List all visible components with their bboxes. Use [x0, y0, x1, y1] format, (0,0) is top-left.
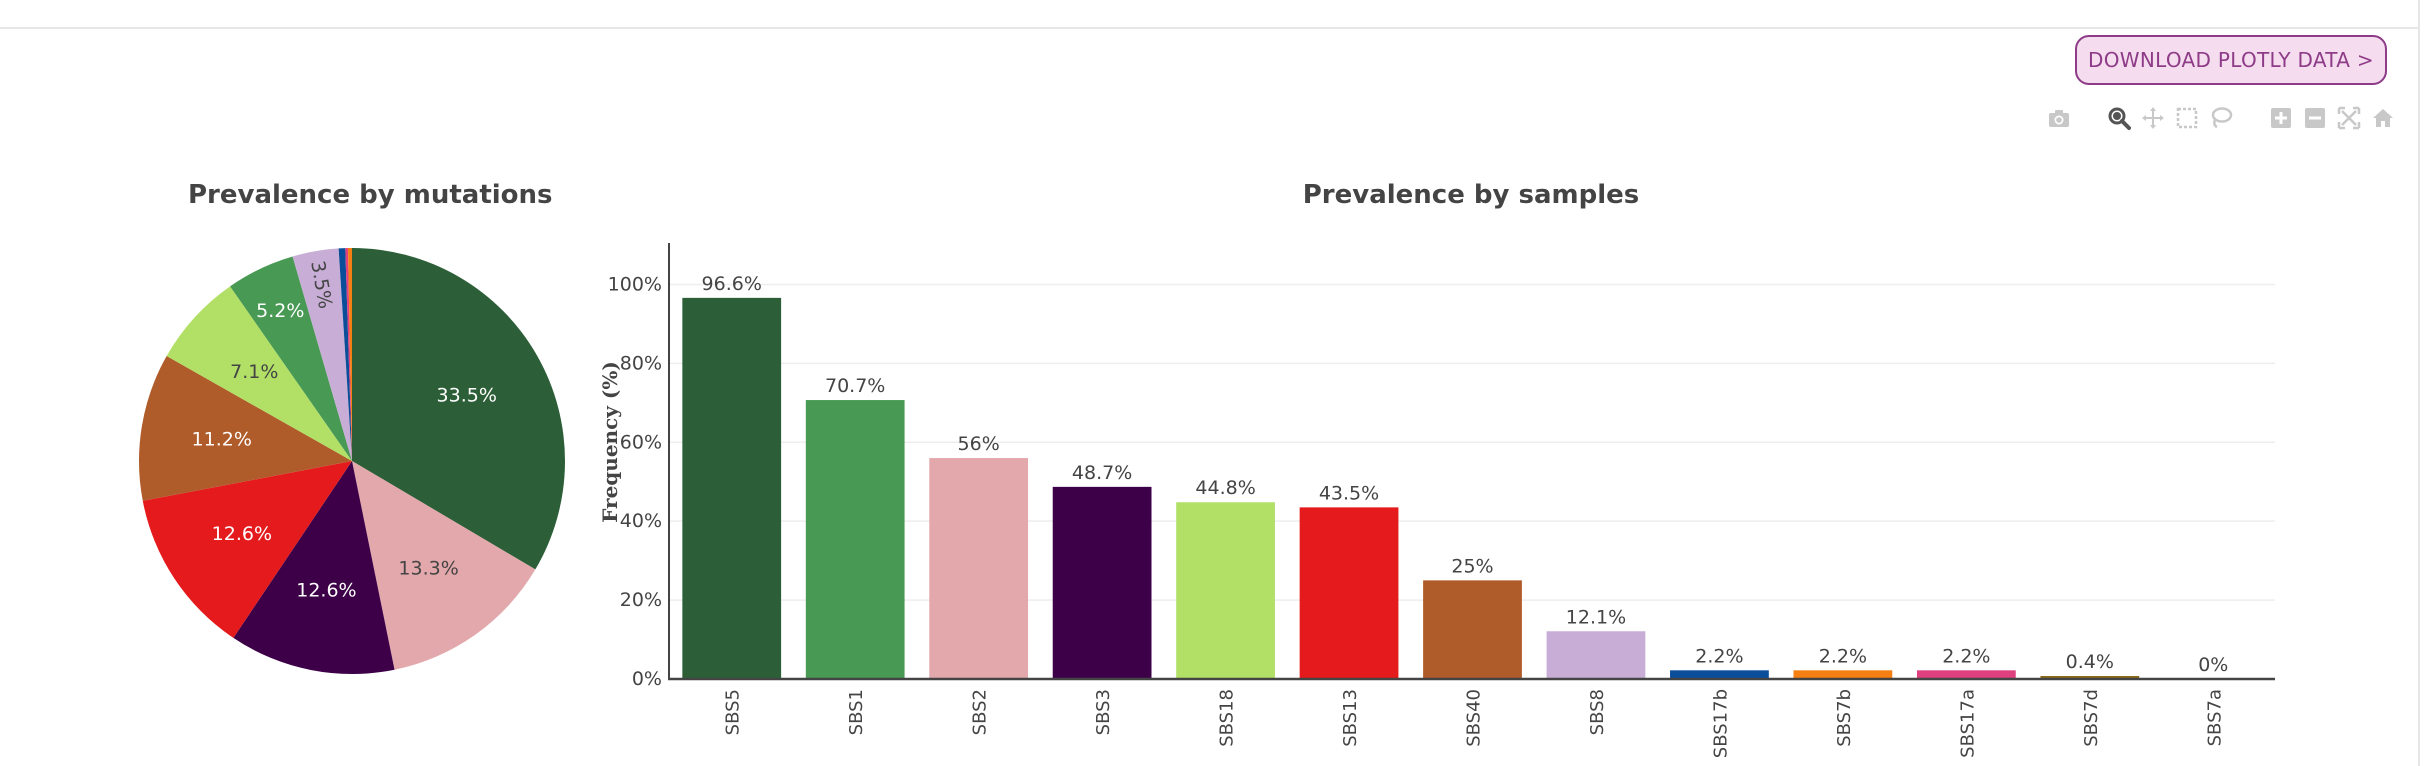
x-tick-label: SBS17a [1957, 689, 1978, 758]
bar-value-label: 25% [1451, 555, 1493, 577]
bar-sbs17b[interactable] [1670, 670, 1769, 679]
x-tick-label: SBS1 [846, 689, 867, 735]
bar-value-label: 48.7% [1072, 462, 1132, 484]
x-tick-label: SBS7b [1834, 689, 1855, 747]
x-tick-label: SBS17b [1710, 689, 1731, 758]
x-tick-label: SBS2 [970, 689, 991, 735]
x-tick-label: SBS5 [723, 689, 744, 735]
x-tick-label: SBS7d [2081, 689, 2102, 747]
zoom-icon[interactable] [2106, 105, 2132, 131]
bar-sbs18[interactable] [1176, 502, 1275, 679]
pie-label-sbs40: 11.2% [192, 429, 252, 451]
autoscale-icon[interactable] [2336, 105, 2362, 131]
pie-label-sbs13: 12.6% [212, 523, 272, 545]
bar-value-label: 2.2% [1942, 645, 1990, 667]
pie-slice-sbs40[interactable] [139, 356, 352, 501]
bar-sbs7b[interactable] [1793, 670, 1893, 679]
pie-slice-sbs5[interactable] [352, 248, 565, 570]
pie-slice-sbs18[interactable] [166, 286, 352, 461]
pie-slice-sbs13[interactable] [142, 461, 352, 638]
y-tick-label: 80% [620, 352, 662, 374]
pie-label-sbs5: 33.5% [437, 385, 497, 407]
bar-value-label: 43.5% [1319, 482, 1379, 504]
bar-sbs8[interactable] [1546, 631, 1646, 679]
bar-value-label: 2.2% [1819, 645, 1867, 667]
pie-slice-sbs7b[interactable] [347, 248, 352, 461]
bar-sbs5[interactable] [682, 297, 782, 679]
bar-sbs13[interactable] [1299, 507, 1399, 679]
pie-label-sbs1: 5.2% [256, 300, 304, 322]
download-plotly-data-button[interactable]: DOWNLOAD PLOTLY DATA > [2075, 35, 2387, 85]
bar-value-label: 0% [2198, 654, 2228, 676]
top-divider [0, 27, 2418, 29]
pie-slice-sbs17a[interactable] [345, 248, 352, 461]
bar-chart-title: Prevalence by samples [1302, 180, 1640, 210]
bar-value-label: 70.7% [825, 375, 885, 397]
pie-label-sbs2: 13.3% [398, 558, 458, 580]
right-divider [2418, 0, 2420, 766]
pie-slice-sbs17b[interactable] [338, 248, 352, 461]
bar-value-label: 56% [958, 433, 1000, 455]
x-tick-label: SBS8 [1587, 689, 1608, 735]
y-tick-label: 100% [608, 273, 662, 295]
bar-value-label: 44.8% [1195, 477, 1255, 499]
pie-slice-sbs2[interactable] [352, 461, 536, 670]
x-tick-label: SBS7a [2204, 689, 2225, 746]
zoom-in-icon[interactable] [2268, 105, 2294, 131]
pie-slice-sbs8[interactable] [292, 248, 352, 461]
y-tick-label: 20% [620, 589, 662, 611]
bar-sbs2[interactable] [929, 458, 1029, 679]
bar-sbs3[interactable] [1052, 486, 1152, 679]
bar-sbs17a[interactable] [1916, 670, 2016, 679]
pie-chart: 33.5%13.3%12.6%12.6%11.2%7.1%5.2%3.5% [139, 248, 565, 674]
y-axis-title: Frequency (%) [598, 361, 622, 523]
bar-value-label: 96.6% [702, 273, 762, 295]
zoom-out-icon[interactable] [2302, 105, 2328, 131]
bar-value-label: 0.4% [2066, 651, 2114, 673]
bar-value-label: 2.2% [1695, 645, 1743, 667]
y-tick-label: 40% [620, 510, 662, 532]
x-tick-label: SBS40 [1464, 689, 1485, 747]
pie-chart-title: Prevalence by mutations [188, 180, 553, 210]
y-tick-label: 60% [620, 431, 662, 453]
pie-slice-sbs1[interactable] [230, 256, 352, 461]
camera-icon[interactable] [2046, 105, 2072, 131]
pie-label-sbs3: 12.6% [296, 580, 356, 602]
x-tick-label: SBS13 [1340, 689, 1361, 747]
y-tick-label: 0% [632, 668, 662, 690]
bar-sbs7d[interactable] [2040, 676, 2140, 679]
reset-axes-icon[interactable] [2370, 105, 2396, 131]
bar-sbs40[interactable] [1423, 580, 1522, 679]
lasso-icon[interactable] [2208, 105, 2234, 131]
pie-slice-sbs3[interactable] [233, 461, 395, 674]
plotly-modebar [2046, 104, 2396, 132]
x-tick-label: SBS18 [1217, 689, 1238, 747]
pan-icon[interactable] [2140, 105, 2166, 131]
box-select-icon[interactable] [2174, 105, 2200, 131]
bar-value-label: 12.1% [1566, 606, 1626, 628]
pie-label-sbs18: 7.1% [230, 361, 278, 383]
bar-sbs1[interactable] [805, 400, 905, 679]
x-tick-label: SBS3 [1093, 689, 1114, 735]
